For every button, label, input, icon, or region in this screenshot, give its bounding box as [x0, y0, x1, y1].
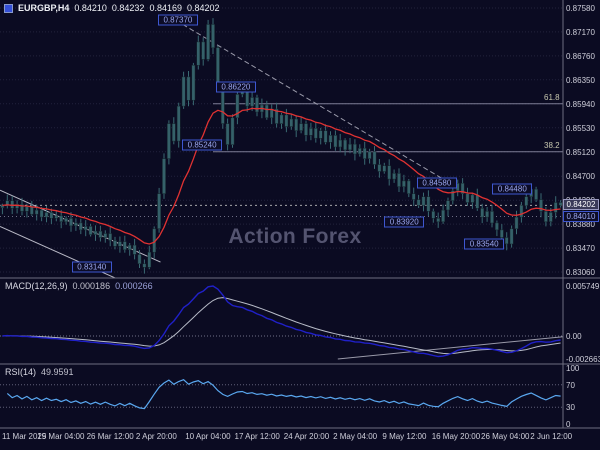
macd-axis-label: -0.002663: [566, 355, 600, 365]
time-axis-label: 24 Apr 20:00: [283, 432, 330, 441]
price-axis-label: 0.83060: [566, 268, 595, 277]
price-level-box: 0.84010: [563, 210, 599, 222]
time-axis-label: 11 Mar 2025: [2, 432, 47, 441]
time-axis-label: 9 May 12:00: [382, 432, 427, 441]
rsi-axis-label: 0: [566, 420, 571, 429]
price-annotation: 0.87370: [157, 14, 198, 26]
fib-label: 61.8: [544, 92, 560, 102]
time-axis-label: 10 Apr 04:00: [185, 432, 231, 441]
price-axis-label: 0.83470: [566, 244, 595, 254]
price-axis-label: 0.86760: [566, 51, 595, 61]
rsi-indicator-name: RSI(14): [5, 367, 37, 377]
price-annotation: 0.84480: [492, 183, 533, 195]
price-axis-label: 0.85940: [566, 99, 595, 109]
price-annotation: 0.83540: [464, 238, 505, 250]
macd-panel-label: MACD(12,26,9) 0.000186 0.000266: [5, 281, 153, 291]
macd-signal-value: 0.000266: [115, 281, 153, 291]
price-axis-label: 0.87580: [566, 4, 595, 13]
price-annotation: 0.84580: [416, 177, 457, 189]
price-axis-label: 0.87170: [566, 27, 595, 37]
price-annotation: 0.86220: [215, 81, 256, 93]
ohlc-low: 0.84169: [149, 3, 182, 13]
price-axis-label: 0.85530: [566, 123, 595, 133]
watermark: Action Forex: [228, 225, 362, 248]
rsi-value: 49.9591: [41, 367, 74, 377]
macd-main-value: 0.000186: [72, 281, 111, 291]
price-axis-label: 0.83880: [566, 220, 595, 230]
time-axis-label: 2 May 04:00: [333, 432, 378, 441]
price-axis-label: 0.86350: [566, 75, 595, 85]
time-axis-label: 26 Mar 12:00: [86, 432, 134, 441]
time-axis-label: 16 May 20:00: [431, 432, 481, 441]
time-axis-label: 26 May 04:00: [481, 432, 530, 441]
rsi-panel-label: RSI(14) 49.9591: [5, 367, 74, 377]
ohlc-high: 0.84232: [111, 3, 145, 13]
ohlc-close: 0.84202: [187, 3, 220, 13]
time-axis-label: 2 Apr 20:00: [135, 432, 177, 441]
ohlc-open: 0.84210: [74, 3, 107, 13]
fib-label: 38.2: [544, 140, 560, 150]
price-annotation: 0.83140: [71, 261, 112, 273]
price-annotation: 0.85240: [182, 139, 223, 151]
rsi-axis-label: 100: [566, 364, 580, 373]
rsi-axis-label: 30: [566, 403, 575, 413]
price-axis-label: 0.85120: [566, 147, 595, 157]
rsi-axis-label: 70: [566, 380, 575, 390]
symbol-label: EURGBP,H4: [18, 3, 70, 13]
price-annotation: 0.83920: [384, 216, 425, 228]
time-axis-label: 17 Apr 12:00: [234, 432, 280, 441]
macd-axis-label: 0.00: [566, 332, 582, 341]
time-axis-label: 19 Mar 04:00: [37, 432, 85, 441]
symbol-marker-icon: [4, 3, 13, 13]
chart-header: EURGBP,H4 0.84210 0.84232 0.84169 0.8420…: [4, 3, 220, 13]
price-axis-label: 0.84700: [566, 172, 595, 182]
macd-axis-label: 0.005749: [566, 282, 600, 291]
macd-indicator-name: MACD(12,26,9): [5, 281, 68, 291]
time-axis-label: 2 Jun 12:00: [530, 432, 573, 441]
current-price-box: 0.84202: [563, 199, 599, 211]
